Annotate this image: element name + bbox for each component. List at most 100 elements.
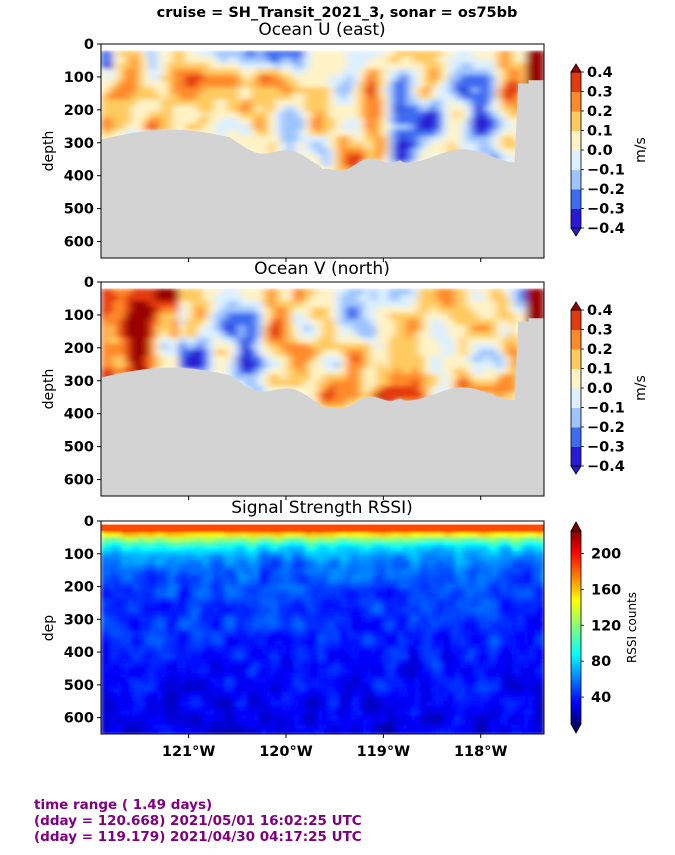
- velocity-cell: [232, 319, 240, 326]
- rssi-cell: [286, 588, 291, 594]
- rssi-cell: [233, 715, 239, 721]
- velocity-cell: [196, 300, 204, 308]
- rssi-cell: [201, 607, 207, 613]
- velocity-cell: [436, 306, 443, 314]
- rssi-cell: [314, 635, 319, 641]
- rssi-cell: [250, 701, 255, 707]
- velocity-cell: [124, 361, 132, 369]
- rssi-cell: [246, 532, 251, 538]
- velocity-cell: [148, 288, 156, 296]
- velocity-cell: [358, 117, 366, 125]
- velocity-cell: [286, 313, 294, 320]
- velocity-cell: [226, 93, 234, 101]
- velocity-cell: [238, 129, 246, 137]
- velocity-cell: [154, 81, 162, 88]
- rssi-cell: [213, 691, 219, 698]
- rssi-cell: [157, 546, 162, 552]
- rssi-cell: [326, 560, 332, 566]
- velocity-cell: [178, 99, 186, 107]
- rssi-cell: [306, 574, 311, 580]
- colorbar-band: [571, 169, 581, 190]
- rssi-cell: [157, 668, 162, 674]
- velocity-cell: [250, 380, 258, 387]
- velocity-cell: [514, 75, 521, 82]
- velocity-cell: [196, 50, 204, 58]
- rssi-cell: [165, 616, 170, 622]
- rssi-cell: [306, 532, 311, 538]
- velocity-cell: [412, 93, 420, 101]
- velocity-cell: [226, 288, 234, 296]
- velocity-cell: [178, 331, 186, 339]
- rssi-cell: [209, 541, 215, 547]
- rssi-cell: [314, 597, 319, 604]
- rssi-cell: [165, 588, 170, 594]
- velocity-cell: [119, 117, 126, 125]
- rssi-cell: [286, 565, 291, 571]
- velocity-cell: [478, 325, 485, 333]
- rssi-cell: [161, 658, 166, 665]
- rssi-cell: [286, 696, 291, 702]
- velocity-cell: [508, 294, 515, 302]
- rssi-cell: [209, 536, 215, 543]
- rssi-cell: [133, 719, 138, 726]
- velocity-cell: [442, 343, 449, 351]
- velocity-cell: [202, 117, 210, 125]
- velocity-cell: [256, 87, 264, 95]
- rssi-cell: [129, 649, 134, 655]
- velocity-cell: [418, 306, 426, 314]
- velocity-cell: [388, 374, 396, 381]
- velocity-cell: [490, 111, 497, 119]
- velocity-cell: [113, 129, 120, 137]
- velocity-cell: [322, 99, 330, 107]
- velocity-cell: [310, 313, 318, 320]
- rssi-cell: [310, 658, 315, 665]
- rssi-cell: [125, 719, 130, 726]
- rssi-cell: [185, 551, 191, 557]
- velocity-cell: [262, 105, 270, 113]
- velocity-cell: [280, 93, 288, 101]
- velocity-cell: [340, 367, 348, 375]
- velocity-cell: [136, 343, 144, 351]
- velocity-cell: [448, 355, 455, 363]
- rssi-cell: [133, 583, 138, 590]
- rssi-cell: [298, 574, 303, 580]
- velocity-cell: [466, 300, 473, 308]
- rssi-cell: [298, 565, 303, 571]
- velocity-cell: [256, 294, 264, 302]
- velocity-cell: [346, 325, 354, 333]
- rssi-cell: [161, 635, 166, 641]
- rssi-cell: [165, 729, 170, 734]
- rssi-cell: [294, 612, 299, 618]
- rssi-cell: [217, 677, 223, 683]
- velocity-cell: [232, 294, 240, 302]
- velocity-cell: [508, 50, 515, 58]
- velocity-cell: [394, 337, 402, 345]
- velocity-cell: [262, 75, 270, 82]
- rssi-cell: [298, 673, 303, 679]
- rssi-cell: [109, 612, 114, 618]
- velocity-cell: [508, 68, 515, 76]
- velocity-cell: [268, 136, 276, 143]
- velocity-cell: [172, 319, 180, 326]
- velocity-cell: [382, 361, 390, 369]
- rssi-cell: [314, 593, 319, 599]
- velocity-cell: [328, 361, 336, 369]
- velocity-cell: [406, 343, 414, 351]
- rssi-cell: [157, 682, 162, 688]
- rssi-cell: [270, 597, 275, 604]
- velocity-cell: [274, 355, 282, 363]
- rssi-cell: [185, 612, 191, 618]
- rssi-cell: [225, 621, 231, 627]
- rssi-cell: [189, 536, 195, 543]
- velocity-cell: [508, 349, 515, 357]
- rssi-cell: [310, 536, 315, 543]
- rssi-cell: [290, 719, 295, 726]
- velocity-cell: [310, 306, 318, 314]
- velocity-cell: [508, 148, 515, 156]
- velocity-cell: [424, 361, 432, 369]
- rssi-cell: [129, 574, 134, 580]
- rssi-cell: [205, 569, 211, 576]
- rssi-cell: [229, 677, 235, 683]
- rssi-cell: [217, 663, 223, 669]
- velocity-cell: [490, 99, 497, 107]
